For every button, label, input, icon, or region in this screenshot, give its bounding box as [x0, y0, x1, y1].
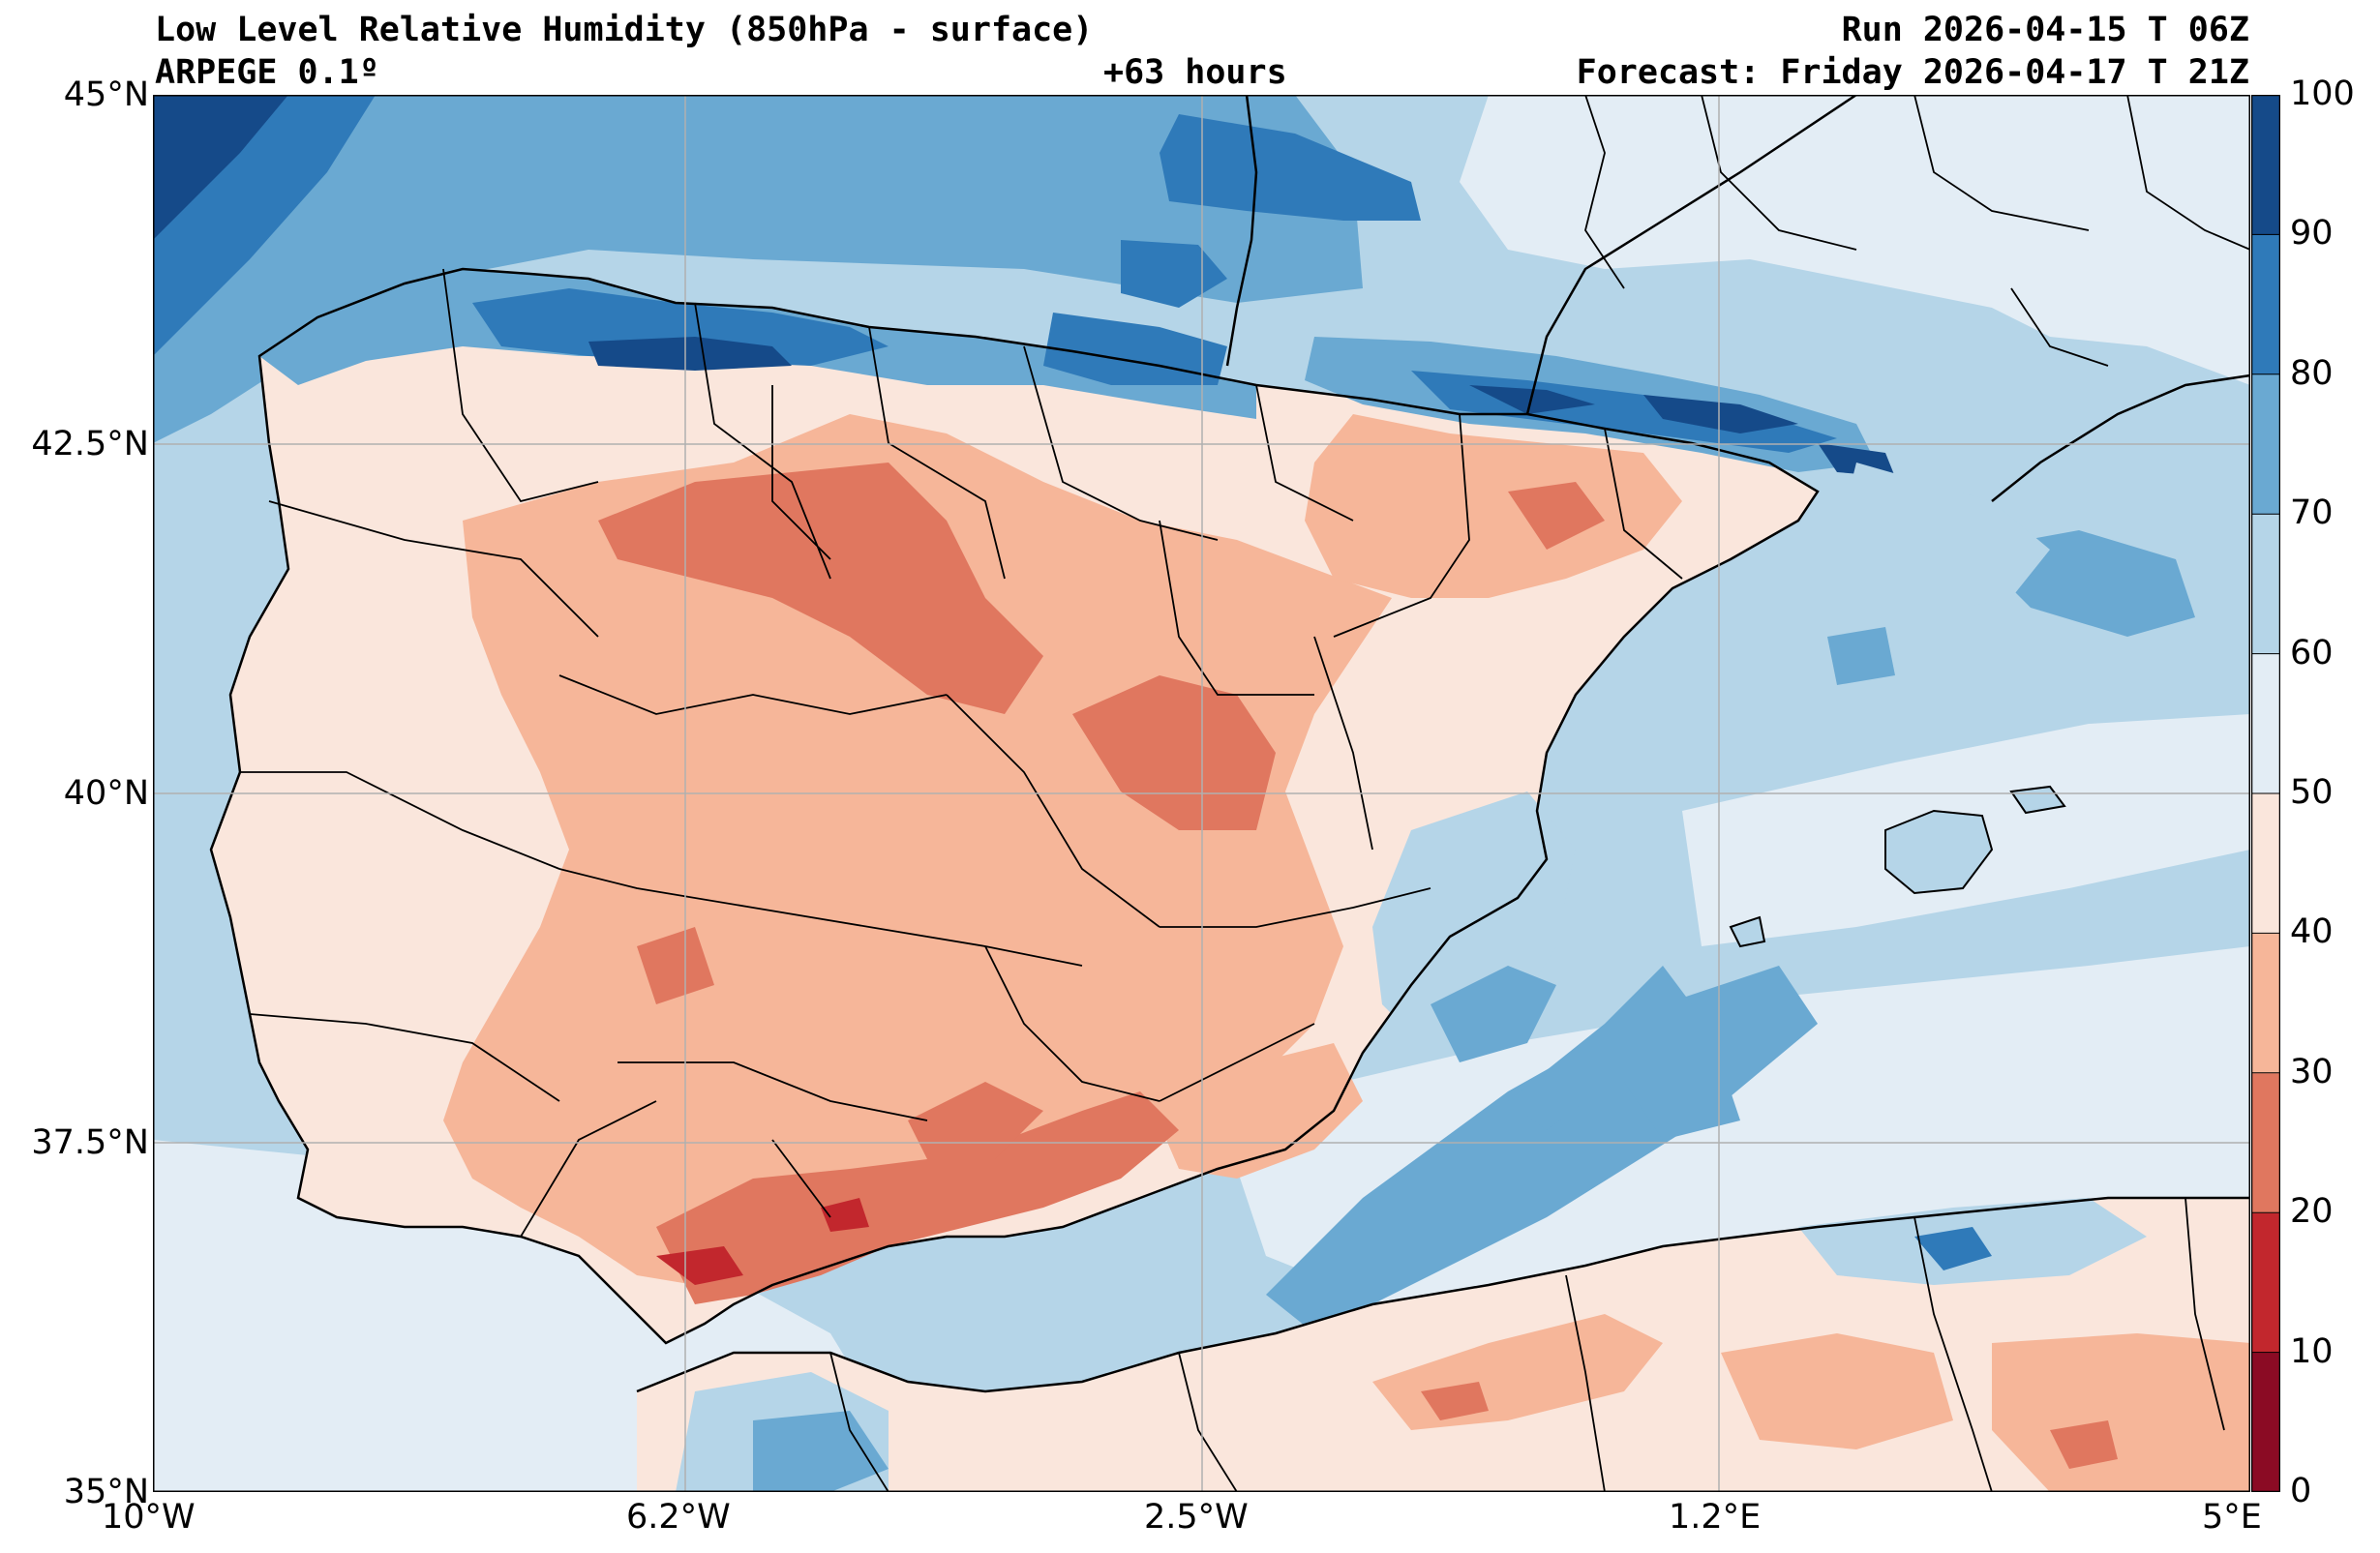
lat-label-42-5n: 42.5°N — [31, 425, 149, 463]
rif-humid-70 — [753, 1411, 889, 1492]
jaen-dry-30 — [908, 1082, 1043, 1159]
colorbar-swatch — [2251, 234, 2280, 375]
province-borders — [240, 268, 1683, 1238]
algeria-humid-80 — [1914, 1227, 1992, 1270]
biscay-band-90 — [153, 95, 288, 240]
colorbar-label: 0 — [2290, 1472, 2312, 1510]
biscay-blob-80 — [1160, 114, 1421, 221]
colorbar-swatch — [2251, 95, 2280, 235]
med-tongue-70b — [1508, 966, 1692, 1130]
med-tongue-70 — [1266, 966, 1818, 1333]
iberia-coastline — [209, 267, 1820, 1345]
colorbar-swatch — [2251, 1212, 2280, 1354]
lat-label-37-5n: 37.5°N — [31, 1123, 149, 1162]
colorbar-label: 30 — [2290, 1052, 2334, 1091]
colorbar-label: 40 — [2290, 912, 2334, 952]
castile-dry-30 — [598, 463, 1043, 714]
lat-label-40n: 40°N — [63, 774, 149, 813]
med-mid-70 — [1827, 627, 1895, 685]
forecast-label: Forecast: Friday 2026-04-17 T 21Z — [1576, 53, 2249, 92]
humidity-map — [153, 95, 2250, 1492]
run-label: Run 2026-04-15 T 06Z — [1841, 11, 2249, 49]
biscay-blob-80b — [1121, 240, 1227, 308]
balearic-mallorca — [1884, 809, 1994, 895]
colorbar-label: 10 — [2290, 1331, 2334, 1371]
grid-lines — [153, 95, 2250, 1492]
colorbar-swatch — [2251, 653, 2280, 794]
africa-coastline — [636, 1196, 2250, 1393]
med-light — [1460, 95, 2250, 385]
balearic-ibiza — [1729, 915, 1766, 948]
lon-label-10w: 10°W — [102, 1498, 196, 1537]
colorbar-swatch — [2251, 1352, 2280, 1492]
colorbar-label: 70 — [2290, 493, 2334, 533]
map-title: Low Level Relative Humidity (850hPa - su… — [155, 11, 1094, 49]
colorbar-swatch — [2251, 793, 2280, 934]
map-frame — [153, 95, 2250, 1492]
lon-label-1-2e: 1.2°E — [1669, 1498, 1762, 1537]
north-africa-dry-40 — [1372, 1314, 2250, 1492]
colorbar-label: 100 — [2290, 75, 2355, 113]
colorbar-swatch — [2251, 514, 2280, 655]
colorbar-label: 80 — [2290, 353, 2334, 393]
med-south-70 — [1624, 1062, 1740, 1140]
model-label: ARPEGE 0.1º — [155, 53, 379, 92]
lon-label-2-5w: 2.5°W — [1144, 1498, 1249, 1537]
lat-label-35n: 35°N — [63, 1473, 149, 1511]
lat-label-45n: 45°N — [63, 75, 149, 114]
catalonia-60 — [1837, 463, 2050, 617]
colorbar-swatch — [2251, 373, 2280, 515]
east-coastline — [1991, 373, 2250, 502]
southeast-dry-40 — [1150, 1043, 1363, 1179]
ebro-dry-40 — [1305, 414, 1682, 598]
colorbar-label: 50 — [2290, 773, 2334, 812]
colorbar-swatch — [2251, 933, 2280, 1074]
colorbar-label: 60 — [2290, 633, 2334, 672]
cantabrian-90 — [588, 337, 792, 371]
colorbar-swatch — [2251, 1072, 2280, 1213]
andalusia-dry-30 — [656, 1091, 1179, 1304]
gibraltar-dry-20 — [656, 1198, 869, 1285]
basque-80 — [1043, 313, 1227, 385]
colorbar-label: 90 — [2290, 214, 2334, 254]
lon-label-6-2w: 6.2°W — [626, 1498, 731, 1537]
cantabrian-80 — [472, 288, 889, 366]
pyrenees-90 — [1469, 385, 1895, 477]
extremadura-dry-30 — [637, 927, 714, 1004]
france-coastline — [1225, 95, 1857, 415]
lon-label-5e: 5°E — [2202, 1498, 2262, 1537]
europe-borders — [1584, 95, 2250, 367]
biscay-band-70 — [153, 95, 1363, 443]
colorbar-label: 20 — [2290, 1192, 2334, 1232]
valencia-70 — [1431, 966, 1556, 1062]
colorbar — [2251, 95, 2280, 1492]
interior-dry-40 — [443, 414, 1392, 1285]
africa-borders — [829, 1197, 2225, 1492]
central-dry-30 — [1072, 675, 1276, 830]
lead-time-label: +63 hours — [1103, 53, 1287, 92]
ebro-dry-30 — [1508, 482, 1605, 550]
